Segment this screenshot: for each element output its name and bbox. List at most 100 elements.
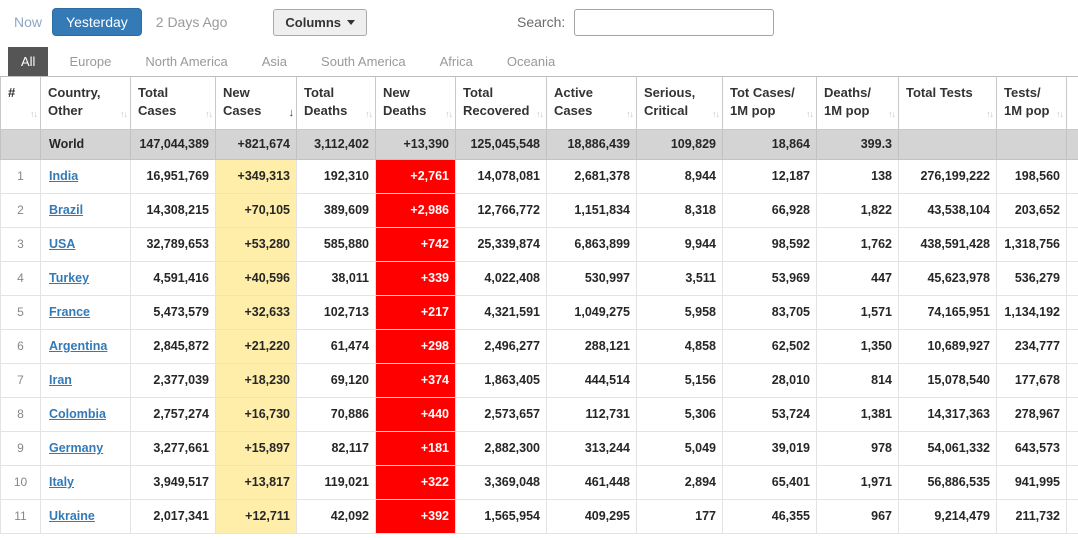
table-body: World 147,044,389 +821,674 3,112,402 +13,390… <box>0 128 1078 534</box>
new-cases-cell: +70,105 <box>215 192 297 228</box>
total-deaths-cell: 69,120 <box>296 362 376 398</box>
cases-per-1m-cell: 12,187 <box>722 158 817 194</box>
new-deaths-cell: +2,986 <box>375 192 456 228</box>
total-recovered-cell: 2,573,657 <box>455 396 547 432</box>
sort-icon: ↑↓ <box>120 109 128 120</box>
column-header-new-cases[interactable]: New Cases ↓ <box>215 77 297 130</box>
new-deaths-cell: +339 <box>375 260 456 296</box>
country-link[interactable]: Italy <box>49 475 75 489</box>
new-deaths-cell: +217 <box>375 294 456 330</box>
country-cell: Brazil <box>40 192 131 228</box>
country-link[interactable]: Turkey <box>49 271 90 285</box>
country-link[interactable]: Ukraine <box>49 509 95 523</box>
total-deaths-cell: 38,011 <box>296 260 376 296</box>
new-deaths-cell: +374 <box>375 362 456 398</box>
tab-south-america[interactable]: South America <box>321 54 406 69</box>
column-header-deaths-per-1m[interactable]: Deaths/ 1M pop ↑↓ <box>816 77 899 130</box>
table-row: 7 Iran 2,377,039 +18,230 69,120 +374 1,863,405… <box>0 362 1078 398</box>
country-link[interactable]: Colombia <box>49 407 106 421</box>
country-link[interactable]: Argentina <box>49 339 108 353</box>
total-cases-cell: 16,951,769 <box>130 158 216 194</box>
total-recovered-cell: 125,045,548 <box>455 128 547 160</box>
cases-per-1m-cell: 46,355 <box>722 498 817 534</box>
two-days-ago-link[interactable]: 2 Days Ago <box>155 14 228 30</box>
rank-cell: 5 <box>0 294 41 330</box>
total-cases-cell: 5,473,579 <box>130 294 216 330</box>
new-cases-cell: +18,230 <box>215 362 297 398</box>
total-cases-cell: 147,044,389 <box>130 128 216 160</box>
active-cases-cell: 1,049,275 <box>546 294 637 330</box>
column-header-serious-critical[interactable]: Serious, Critical ↑↓ <box>636 77 723 130</box>
column-header-total-deaths[interactable]: Total Deaths ↑↓ <box>296 77 376 130</box>
country-cell: Turkey <box>40 260 131 296</box>
country-cell: France <box>40 294 131 330</box>
serious-critical-cell: 2,894 <box>636 464 723 500</box>
tab-north-america[interactable]: North America <box>145 54 228 69</box>
column-label: Tot Cases/ 1M pop <box>730 85 795 118</box>
country-cell: Germany <box>40 430 131 466</box>
tab-europe[interactable]: Europe <box>69 54 112 69</box>
column-header-active-cases[interactable]: Active Cases ↑↓ <box>546 77 637 130</box>
cases-per-1m-cell: 66,928 <box>722 192 817 228</box>
column-header-tests-per-1m[interactable]: Tests/ 1M pop ↑↓ <box>996 77 1067 130</box>
country-cell: Iran <box>40 362 131 398</box>
tests-per-1m-cell <box>996 128 1067 160</box>
table-row: 6 Argentina 2,845,872 +21,220 61,474 +298 2,49… <box>0 328 1078 364</box>
country-link[interactable]: France <box>49 305 90 319</box>
cutoff-cell <box>1066 498 1078 534</box>
column-label: Active Cases <box>554 85 594 118</box>
column-header-country[interactable]: Country, Other ↑↓ <box>40 77 131 130</box>
sort-icon: ↑↓ <box>445 109 453 120</box>
active-cases-cell: 1,151,834 <box>546 192 637 228</box>
active-cases-cell: 313,244 <box>546 430 637 466</box>
covid-stats-table: # ↑↓ Country, Other ↑↓ Total Cases ↑↓ New Case… <box>0 77 1078 534</box>
country-link[interactable]: Germany <box>49 441 104 455</box>
cutoff-cell <box>1066 362 1078 398</box>
columns-dropdown-button[interactable]: Columns <box>273 8 367 36</box>
column-header-total-tests[interactable]: Total Tests ↑↓ <box>898 77 997 130</box>
column-header-total-recovered[interactable]: Total Recovered ↑↓ <box>455 77 547 130</box>
column-header-rank[interactable]: # ↑↓ <box>0 77 41 130</box>
tab-all[interactable]: All <box>8 47 49 76</box>
yesterday-button[interactable]: Yesterday <box>52 8 142 36</box>
deaths-per-1m-cell: 1,971 <box>816 464 899 500</box>
table-row: 2 Brazil 14,308,215 +70,105 389,609 +2,986 12,… <box>0 192 1078 228</box>
total-recovered-cell: 25,339,874 <box>455 226 547 262</box>
country-link[interactable]: Brazil <box>49 203 84 217</box>
country-link[interactable]: India <box>49 169 79 183</box>
tab-oceania[interactable]: Oceania <box>506 54 556 69</box>
deaths-per-1m-cell: 978 <box>816 430 899 466</box>
table-row: 9 Germany 3,277,661 +15,897 82,117 +181 2,882,… <box>0 430 1078 466</box>
sort-icon: ↑↓ <box>205 109 213 120</box>
country-cell: USA <box>40 226 131 262</box>
serious-critical-cell: 4,858 <box>636 328 723 364</box>
column-label: Tests/ 1M pop <box>1004 85 1050 118</box>
country-link[interactable]: USA <box>49 237 76 251</box>
tab-africa[interactable]: Africa <box>439 54 473 69</box>
serious-critical-cell: 8,318 <box>636 192 723 228</box>
column-header-total-cases[interactable]: Total Cases ↑↓ <box>130 77 216 130</box>
new-deaths-cell: +322 <box>375 464 456 500</box>
column-header-new-deaths[interactable]: New Deaths ↑↓ <box>375 77 456 130</box>
total-tests-cell: 43,538,104 <box>898 192 997 228</box>
total-deaths-cell: 42,092 <box>296 498 376 534</box>
cases-per-1m-cell: 83,705 <box>722 294 817 330</box>
total-tests-cell: 276,199,222 <box>898 158 997 194</box>
continent-tabs: All Europe North America Asia South Amer… <box>0 47 1078 77</box>
country-cell: India <box>40 158 131 194</box>
cases-per-1m-cell: 65,401 <box>722 464 817 500</box>
total-deaths-cell: 61,474 <box>296 328 376 364</box>
total-recovered-cell: 4,321,591 <box>455 294 547 330</box>
now-link[interactable]: Now <box>14 14 43 30</box>
total-tests-cell: 74,165,951 <box>898 294 997 330</box>
tests-per-1m-cell: 643,573 <box>996 430 1067 466</box>
search-input[interactable] <box>574 8 775 36</box>
serious-critical-cell: 109,829 <box>636 128 723 160</box>
cutoff-cell <box>1066 396 1078 432</box>
total-tests-cell: 15,078,540 <box>898 362 997 398</box>
tab-asia[interactable]: Asia <box>261 54 288 69</box>
column-header-cases-per-1m[interactable]: Tot Cases/ 1M pop ↑↓ <box>722 77 817 130</box>
country-link[interactable]: Iran <box>49 373 72 387</box>
country-cell: Italy <box>40 464 131 500</box>
total-cases-cell: 32,789,653 <box>130 226 216 262</box>
